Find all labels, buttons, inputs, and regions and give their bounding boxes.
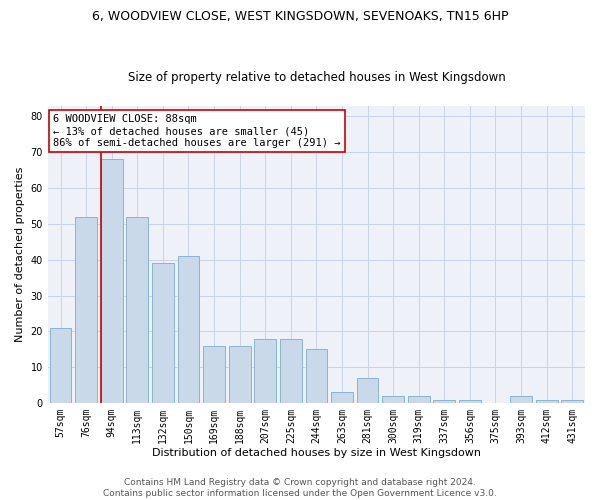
- Bar: [305, 350, 327, 403]
- Bar: [50, 328, 71, 403]
- Bar: [510, 396, 532, 403]
- Bar: [433, 400, 455, 403]
- Bar: [459, 400, 481, 403]
- Y-axis label: Number of detached properties: Number of detached properties: [15, 166, 25, 342]
- Bar: [178, 256, 199, 403]
- Text: 6, WOODVIEW CLOSE, WEST KINGSDOWN, SEVENOAKS, TN15 6HP: 6, WOODVIEW CLOSE, WEST KINGSDOWN, SEVEN…: [92, 10, 508, 23]
- Bar: [408, 396, 430, 403]
- Bar: [382, 396, 404, 403]
- Bar: [356, 378, 379, 403]
- Title: Size of property relative to detached houses in West Kingsdown: Size of property relative to detached ho…: [128, 70, 505, 84]
- Bar: [280, 338, 302, 403]
- Bar: [203, 346, 225, 403]
- Text: 6 WOODVIEW CLOSE: 88sqm
← 13% of detached houses are smaller (45)
86% of semi-de: 6 WOODVIEW CLOSE: 88sqm ← 13% of detache…: [53, 114, 341, 148]
- Text: Contains HM Land Registry data © Crown copyright and database right 2024.
Contai: Contains HM Land Registry data © Crown c…: [103, 478, 497, 498]
- Bar: [331, 392, 353, 403]
- Bar: [152, 264, 174, 403]
- Bar: [101, 160, 122, 403]
- Bar: [229, 346, 251, 403]
- X-axis label: Distribution of detached houses by size in West Kingsdown: Distribution of detached houses by size …: [152, 448, 481, 458]
- Bar: [562, 400, 583, 403]
- Bar: [127, 216, 148, 403]
- Bar: [75, 216, 97, 403]
- Bar: [254, 338, 276, 403]
- Bar: [536, 400, 557, 403]
